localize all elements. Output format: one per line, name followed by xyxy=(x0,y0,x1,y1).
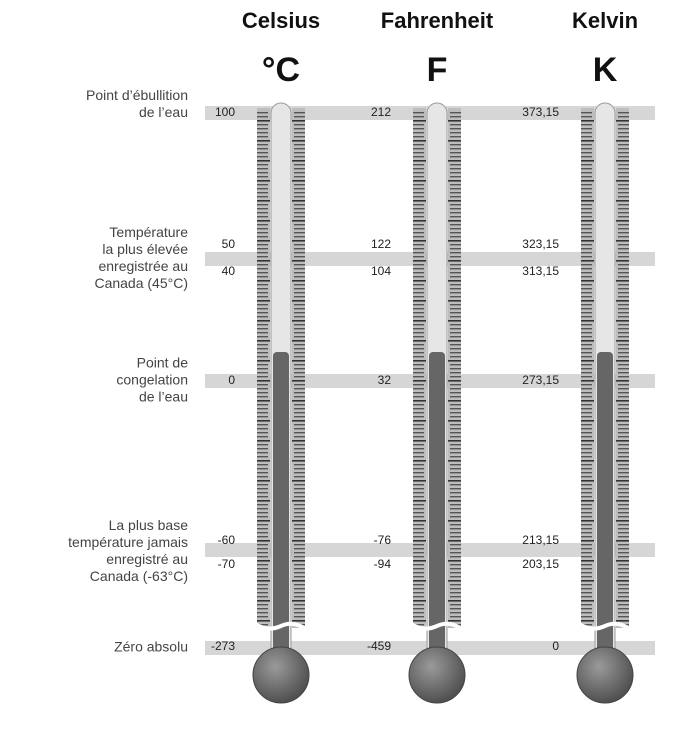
reference-label: Point d’ébullition xyxy=(86,87,188,103)
scale-symbol: F xyxy=(427,51,448,89)
bulb xyxy=(409,647,465,703)
reading: -273 xyxy=(211,639,235,653)
reading: 313,15 xyxy=(522,264,559,278)
reading: 0 xyxy=(552,639,559,653)
ticks xyxy=(413,110,426,626)
reference-label: Canada (-63°C) xyxy=(90,568,188,584)
ticks xyxy=(292,110,305,626)
bulb xyxy=(253,647,309,703)
bulb xyxy=(577,647,633,703)
reading: 213,15 xyxy=(522,533,559,547)
thermometer-diagram: Celsius °C 100 50 40 0 -60 -70 -273 Fahrenheit F 21… xyxy=(0,0,692,755)
reference-label: la plus élevée xyxy=(102,241,188,257)
scale-symbol: °C xyxy=(262,51,300,89)
scale-name: Celsius xyxy=(242,8,320,33)
reference-label: enregistré au xyxy=(106,551,188,567)
reference-label: Zéro absolu xyxy=(114,639,188,655)
reference-label: Canada (45°C) xyxy=(94,275,188,291)
mercury xyxy=(597,352,613,662)
reading: 203,15 xyxy=(522,557,559,571)
reading: 122 xyxy=(371,237,391,251)
reading: -76 xyxy=(374,533,392,547)
reference-label: Point de xyxy=(137,355,189,371)
reading: 273,15 xyxy=(522,373,559,387)
reading: -94 xyxy=(374,557,392,571)
reference-label: congelation xyxy=(116,372,188,388)
reading: 104 xyxy=(371,264,391,278)
reference-label: de l’eau xyxy=(139,389,188,405)
reading: 0 xyxy=(228,373,235,387)
ticks xyxy=(581,110,594,626)
reading: -70 xyxy=(218,557,236,571)
reference-label: température jamais xyxy=(68,534,188,550)
ticks xyxy=(257,110,270,626)
reference-label: enregistrée au xyxy=(98,258,188,274)
reference-label: Température xyxy=(109,224,188,240)
ticks xyxy=(448,110,461,626)
scale-name: Fahrenheit xyxy=(381,8,494,33)
mercury xyxy=(273,352,289,662)
reference-label: de l’eau xyxy=(139,104,188,120)
reading: -60 xyxy=(218,533,236,547)
reading: -459 xyxy=(367,639,391,653)
scale-symbol: K xyxy=(593,51,618,89)
reading: 323,15 xyxy=(522,237,559,251)
reference-label: La plus base xyxy=(109,517,189,533)
reading: 32 xyxy=(378,373,392,387)
reading: 50 xyxy=(222,237,236,251)
reading: 373,15 xyxy=(522,105,559,119)
reading: 212 xyxy=(371,105,391,119)
scale-name: Kelvin xyxy=(572,8,638,33)
reading: 40 xyxy=(222,264,236,278)
ticks xyxy=(616,110,629,626)
mercury xyxy=(429,352,445,662)
reading: 100 xyxy=(215,105,235,119)
